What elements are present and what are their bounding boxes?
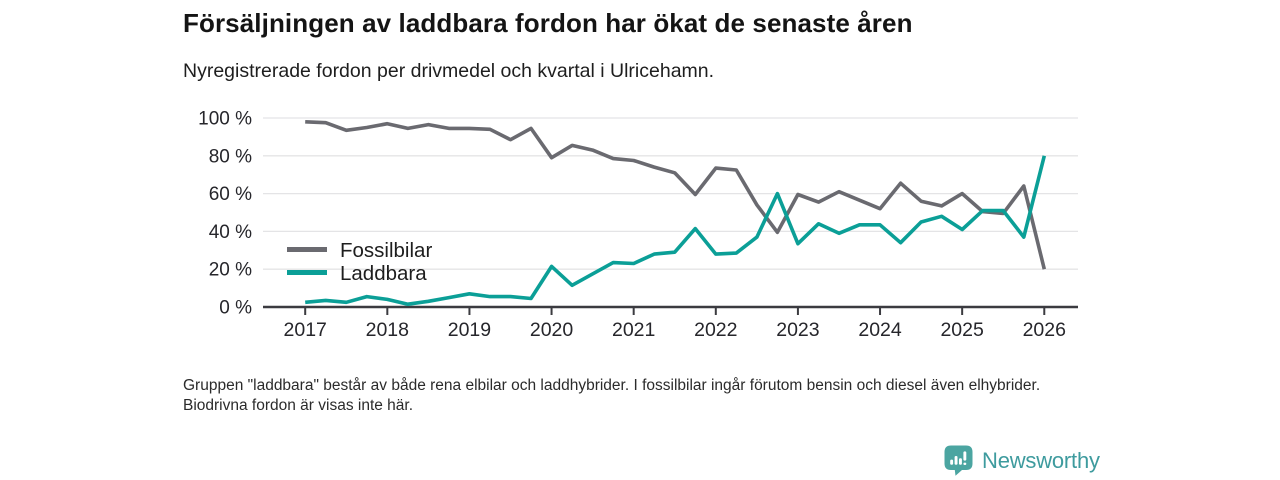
y-axis-tick-label: 0 % (219, 298, 252, 319)
newsworthy-logo[interactable]: Newsworthy (944, 445, 1100, 476)
line-chart: 0 % 20 % 40 % 60 % 80 % 100 % 2017 2018 2019 2020… (198, 109, 1078, 341)
page-title: Försäljningen av laddbara fordon har öka… (183, 8, 913, 38)
chart-subtitle: Nyregistrerade fordon per drivmedel och … (183, 60, 715, 82)
x-axis-tick-label: 2022 (694, 319, 737, 341)
legend-label-fossilbilar: Fossilbilar (340, 239, 432, 262)
y-axis-tick-label: 20 % (209, 260, 252, 281)
y-axis-tick-label: 80 % (209, 146, 252, 167)
x-axis-tick-label: 2026 (1023, 319, 1066, 341)
x-axis-tick-label: 2024 (858, 319, 902, 341)
legend-label-laddbara: Laddbara (340, 262, 427, 285)
x-axis-tick-label: 2021 (612, 319, 655, 341)
x-axis-tick-label: 2025 (940, 319, 984, 341)
x-axis-tick-label: 2019 (448, 319, 491, 341)
x-axis-tick-label: 2017 (284, 319, 327, 341)
brand-name: Newsworthy (982, 447, 1100, 473)
series-line-laddbara (305, 155, 1047, 306)
series-line-fossilbilar (305, 120, 1047, 270)
chart-footnote: Gruppen "laddbara" består av både rena e… (183, 377, 1041, 414)
y-axis-tick-label: 100 % (198, 109, 252, 130)
x-axis-tick-label: 2018 (366, 319, 409, 341)
x-axis-tick-label: 2023 (776, 319, 819, 341)
y-axis-tick-label: 40 % (209, 222, 252, 243)
x-axis-tick-label: 2020 (530, 319, 574, 341)
y-axis-tick-label: 60 % (209, 184, 252, 205)
newsworthy-bubble-chart-icon (944, 445, 973, 476)
